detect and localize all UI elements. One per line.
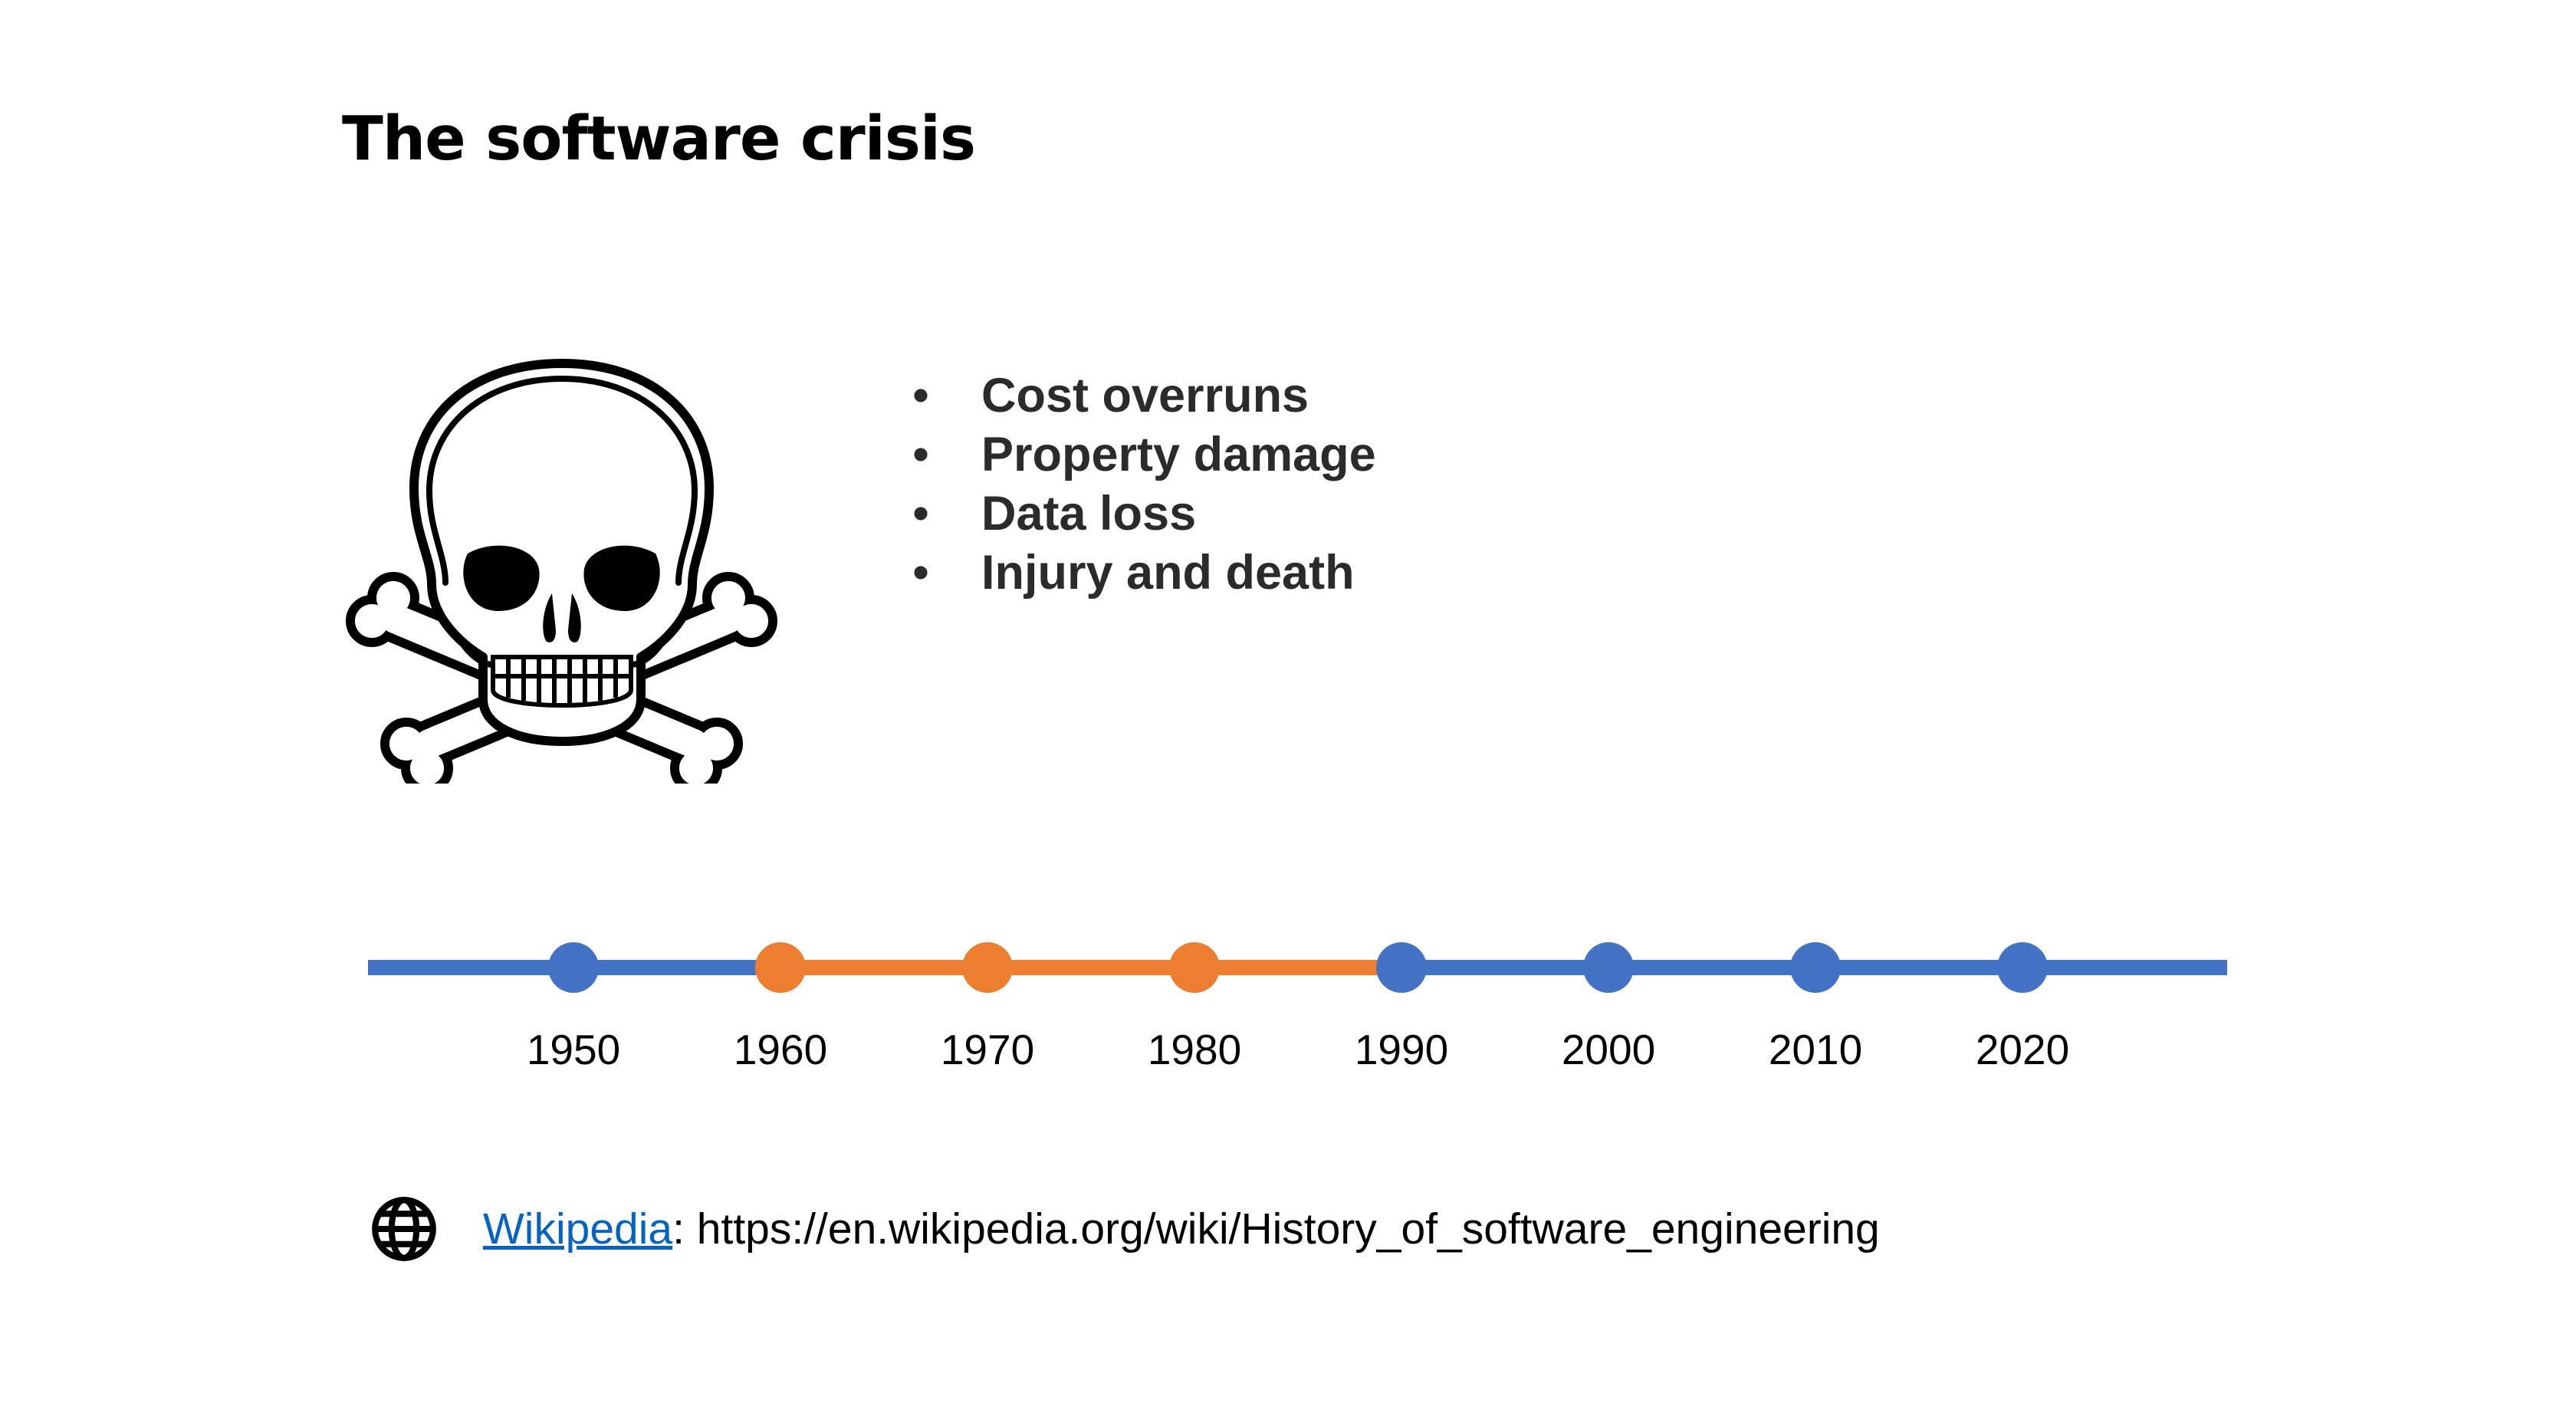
timeline-marker-1980: [1169, 942, 1220, 993]
bullet-text: Injury and death: [981, 546, 1355, 600]
timeline-marker-1960: [755, 942, 806, 993]
timeline-label-1970: 1970: [941, 1026, 1034, 1073]
timeline-label-2010: 2010: [1769, 1026, 1862, 1073]
bullet-marker: •: [912, 487, 930, 540]
source-text: Wikipedia: https://en.wikipedia.org/wiki…: [483, 1204, 1880, 1254]
timeline-label-1950: 1950: [527, 1026, 620, 1073]
timeline-label-1960: 1960: [734, 1026, 827, 1073]
bullet-marker: •: [912, 428, 930, 481]
skull-and-crossbones-icon: [346, 359, 777, 784]
globe-icon: [372, 1197, 436, 1261]
timeline-marker-1950: [548, 942, 599, 993]
bullet-marker: •: [912, 546, 930, 600]
bullet-item: • Property damage: [912, 426, 1376, 485]
slide-title: The software crisis: [342, 104, 976, 174]
bullet-text: Property damage: [981, 428, 1376, 481]
bullet-list: • Cost overruns • Property damage • Data lo…: [912, 366, 1376, 603]
source-separator: :: [672, 1204, 685, 1254]
timeline-label-1980: 1980: [1148, 1026, 1241, 1073]
source-citation: Wikipedia: https://en.wikipedia.org/wiki…: [370, 1191, 1880, 1267]
timeline-marker-1970: [962, 942, 1013, 993]
timeline-marker-2000: [1583, 942, 1634, 993]
timeline-marker-1990: [1376, 942, 1427, 993]
bullet-marker: •: [912, 369, 930, 422]
timeline-label-1990: 1990: [1355, 1026, 1448, 1073]
source-url[interactable]: https://en.wikipedia.org/wiki/History_of…: [696, 1204, 1880, 1254]
bullet-text: Data loss: [981, 487, 1197, 540]
wikipedia-link[interactable]: Wikipedia: [483, 1204, 673, 1254]
timeline-label-2000: 2000: [1562, 1026, 1655, 1073]
timeline-marker-2020: [1997, 942, 2048, 993]
timeline-label-2020: 2020: [1976, 1026, 2069, 1073]
timeline-marker-2010: [1790, 942, 1841, 993]
bullet-text: Cost overruns: [981, 369, 1309, 422]
bullet-item: • Data loss: [912, 485, 1376, 544]
bullet-item: • Cost overruns: [912, 366, 1376, 426]
bullet-item: • Injury and death: [912, 544, 1376, 603]
